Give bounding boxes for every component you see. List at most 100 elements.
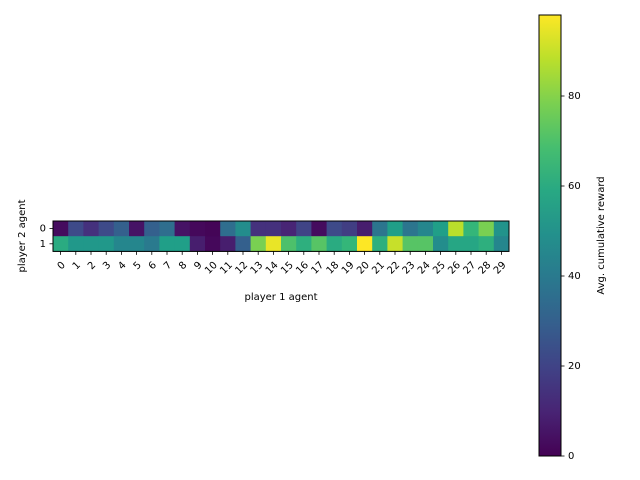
- colorbar-tick-label: 40: [568, 271, 581, 282]
- heatmap-cell: [205, 236, 221, 252]
- heatmap-cell: [387, 221, 403, 237]
- heatmap-cell: [113, 221, 130, 237]
- x-tick-label: 7: [162, 260, 174, 272]
- heatmap-cell: [448, 221, 464, 237]
- heatmap-cell: [144, 221, 160, 237]
- heatmap-cell: [311, 221, 327, 237]
- colorbar-tick-label: 80: [568, 91, 581, 102]
- heatmap-cell: [159, 221, 175, 237]
- heatmap-cell: [417, 221, 434, 237]
- heatmap-cell: [83, 221, 99, 237]
- heatmap-cell: [83, 236, 99, 252]
- heatmap-cell: [387, 236, 403, 252]
- heatmap-cell: [250, 236, 267, 252]
- heatmap-cell: [174, 236, 191, 252]
- heatmap-cell: [250, 221, 267, 237]
- y-axis-ticks: 01: [40, 224, 53, 250]
- heatmap-cell: [433, 236, 449, 252]
- x-tick-label: 13: [249, 260, 266, 277]
- x-tick-label: 28: [477, 260, 494, 277]
- x-tick-label: 1: [71, 260, 83, 272]
- heatmap-cell: [417, 236, 434, 252]
- heatmap-cell: [463, 236, 479, 252]
- colorbar-tick-label: 20: [568, 361, 581, 372]
- heatmap-cell: [448, 236, 464, 252]
- heatmap-cell: [341, 236, 358, 252]
- heatmap-frame: [52, 220, 510, 252]
- heatmap-cell: [98, 236, 115, 252]
- heatmap-cell: [296, 236, 312, 252]
- colorbar-tick-label: 60: [568, 181, 581, 192]
- x-tick-label: 27: [461, 260, 478, 277]
- x-tick-label: 12: [233, 260, 250, 277]
- x-tick-label: 3: [101, 260, 113, 272]
- heatmap-cell: [159, 236, 175, 252]
- heatmap-cell: [402, 221, 419, 237]
- heatmap-cell: [189, 236, 206, 252]
- x-tick-label: 21: [370, 260, 387, 277]
- x-tick-label: 9: [192, 260, 204, 272]
- heatmap-cell: [265, 236, 282, 252]
- x-tick-label: 16: [294, 260, 311, 277]
- heatmap-cell: [174, 221, 191, 237]
- heatmap-cell: [372, 221, 388, 237]
- heatmap-cell: [341, 221, 358, 237]
- x-tick-label: 0: [56, 260, 68, 272]
- colorbar: [538, 14, 562, 457]
- x-tick-label: 8: [177, 260, 189, 272]
- heatmap-cell: [129, 221, 145, 237]
- heatmap-cell: [265, 221, 282, 237]
- heatmap-cells: [53, 221, 510, 252]
- x-tick-label: 25: [431, 260, 448, 277]
- x-tick-label: 23: [401, 260, 418, 277]
- heatmap-cell: [357, 221, 373, 237]
- heatmap-cell: [433, 221, 449, 237]
- heatmap-cell: [53, 236, 69, 252]
- x-tick-label: 5: [132, 260, 144, 272]
- heatmap-cell: [281, 236, 297, 252]
- heatmap-cell: [402, 236, 419, 252]
- heatmap-cell: [372, 236, 388, 252]
- x-tick-label: 20: [355, 260, 372, 277]
- heatmap-cell: [357, 236, 373, 252]
- heatmap-cell: [326, 236, 343, 252]
- heatmap-cell: [235, 236, 251, 252]
- heatmap-cell: [478, 221, 495, 237]
- heatmap-cell: [220, 221, 236, 237]
- x-tick-label: 24: [416, 260, 433, 277]
- heatmap-cell: [296, 221, 312, 237]
- heatmap-cell: [205, 221, 221, 237]
- heatmap-cell: [235, 221, 251, 237]
- x-tick-label: 10: [203, 260, 220, 277]
- x-tick-label: 14: [264, 260, 281, 277]
- heatmap-cell: [281, 221, 297, 237]
- x-tick-label: 29: [492, 260, 509, 277]
- heatmap-cell: [68, 236, 84, 252]
- heatmap-cell: [98, 221, 115, 237]
- heatmap-cell: [493, 221, 510, 237]
- heatmap-cell: [189, 221, 206, 237]
- x-tick-label: 17: [309, 260, 326, 277]
- x-tick-label: 11: [218, 260, 235, 277]
- heatmap-cell: [493, 236, 510, 252]
- colorbar-label: Avg. cumulative reward: [596, 176, 607, 294]
- colorbar-ticks: 0 20 40 60 80: [561, 91, 581, 462]
- heatmap-cell: [478, 236, 495, 252]
- heatmap-cell: [463, 221, 479, 237]
- heatmap-cell: [220, 236, 236, 252]
- x-tick-label: 19: [340, 260, 357, 277]
- y-tick-label: 1: [40, 239, 46, 250]
- x-tick-label: 22: [385, 260, 402, 277]
- heatmap-cell: [113, 236, 130, 252]
- colorbar-tick-label: 0: [568, 451, 574, 462]
- x-tick-label: 4: [116, 260, 128, 272]
- x-axis-label: player 1 agent: [244, 292, 317, 303]
- heatmap-cell: [68, 221, 84, 237]
- x-tick-label: 2: [86, 260, 98, 272]
- y-tick-label: 0: [40, 224, 46, 235]
- heatmap-cell: [144, 236, 160, 252]
- x-tick-label: 26: [446, 260, 463, 277]
- x-tick-label: 6: [147, 260, 159, 272]
- heatmap-cell: [326, 221, 343, 237]
